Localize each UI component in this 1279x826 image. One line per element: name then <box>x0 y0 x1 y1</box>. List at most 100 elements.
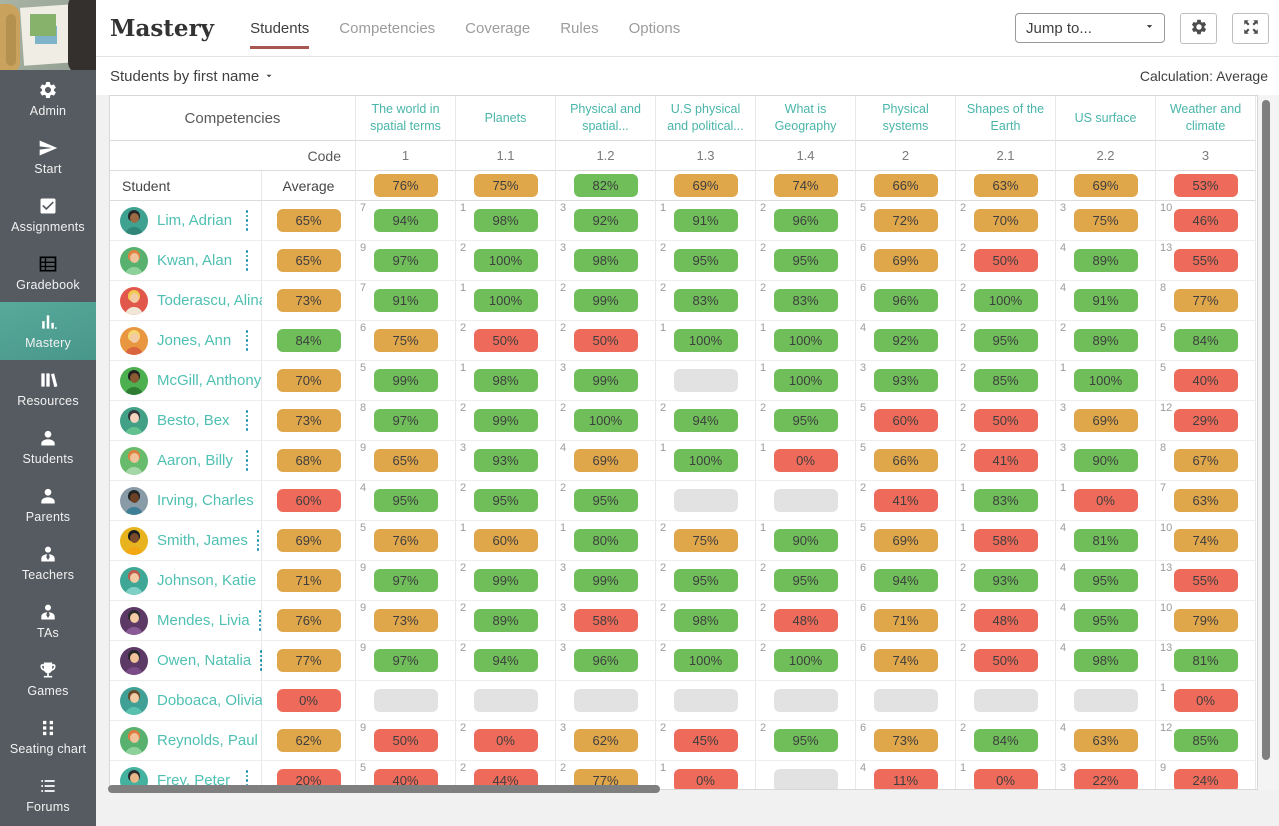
score-badge[interactable]: 75% <box>373 329 438 352</box>
score-badge[interactable] <box>473 689 538 712</box>
sidebar-item-gradebook[interactable]: Gradebook <box>0 244 96 302</box>
score-badge[interactable]: 0% <box>773 449 838 472</box>
sidebar-item-games[interactable]: Games <box>0 650 96 708</box>
score-badge[interactable]: 58% <box>573 609 638 632</box>
score-badge[interactable]: 75% <box>473 174 538 197</box>
tab-rules[interactable]: Rules <box>560 19 599 37</box>
sidebar-item-students[interactable]: Students <box>0 418 96 476</box>
score-badge[interactable]: 74% <box>873 649 938 672</box>
score-badge[interactable]: 0% <box>973 769 1038 789</box>
score-badge[interactable] <box>773 489 838 512</box>
kebab-menu-icon[interactable] <box>245 410 248 431</box>
score-badge[interactable]: 0% <box>1073 489 1138 512</box>
score-badge[interactable]: 70% <box>276 369 341 392</box>
score-badge[interactable]: 100% <box>773 329 838 352</box>
score-badge[interactable]: 82% <box>573 174 638 197</box>
score-badge[interactable]: 71% <box>276 569 341 592</box>
score-badge[interactable]: 91% <box>673 209 738 232</box>
student-name-link[interactable]: Owen, Natalia <box>157 652 252 669</box>
sidebar-item-resources[interactable]: Resources <box>0 360 96 418</box>
score-badge[interactable]: 48% <box>973 609 1038 632</box>
student-name-link[interactable]: Doboaca, Olivia <box>157 692 263 709</box>
fullscreen-button[interactable] <box>1232 12 1269 44</box>
score-badge[interactable]: 99% <box>573 289 638 312</box>
score-badge[interactable]: 44% <box>473 769 538 789</box>
score-badge[interactable]: 70% <box>973 209 1038 232</box>
score-badge[interactable]: 90% <box>1073 449 1138 472</box>
score-badge[interactable]: 45% <box>673 729 738 752</box>
score-badge[interactable]: 100% <box>773 369 838 392</box>
score-badge[interactable]: 100% <box>573 409 638 432</box>
student-name-link[interactable]: Mendes, Livia <box>157 612 250 629</box>
score-badge[interactable]: 91% <box>373 289 438 312</box>
sidebar-item-mastery[interactable]: Mastery <box>0 302 96 360</box>
score-badge[interactable]: 50% <box>473 329 538 352</box>
student-name-link[interactable]: McGill, Anthony <box>157 372 262 389</box>
score-badge[interactable]: 81% <box>1173 649 1238 672</box>
score-badge[interactable]: 100% <box>673 649 738 672</box>
score-badge[interactable]: 96% <box>873 289 938 312</box>
score-badge[interactable]: 98% <box>1073 649 1138 672</box>
score-badge[interactable]: 73% <box>873 729 938 752</box>
kebab-menu-icon[interactable] <box>260 650 263 671</box>
sidebar-item-seating-chart[interactable]: Seating chart <box>0 708 96 766</box>
score-badge[interactable]: 60% <box>873 409 938 432</box>
score-badge[interactable]: 63% <box>973 174 1038 197</box>
score-badge[interactable]: 98% <box>673 609 738 632</box>
score-badge[interactable]: 50% <box>373 729 438 752</box>
score-badge[interactable]: 94% <box>373 209 438 232</box>
sidebar-item-assignments[interactable]: Assignments <box>0 186 96 244</box>
score-badge[interactable]: 98% <box>473 209 538 232</box>
score-badge[interactable]: 92% <box>873 329 938 352</box>
score-badge[interactable]: 69% <box>1073 174 1138 197</box>
score-badge[interactable]: 76% <box>276 609 341 632</box>
score-badge[interactable]: 97% <box>373 569 438 592</box>
student-name-link[interactable]: Kwan, Alan <box>157 252 233 269</box>
score-badge[interactable] <box>673 369 738 392</box>
score-badge[interactable]: 93% <box>473 449 538 472</box>
score-badge[interactable]: 96% <box>773 209 838 232</box>
score-badge[interactable]: 100% <box>473 289 538 312</box>
score-badge[interactable]: 75% <box>673 529 738 552</box>
score-badge[interactable]: 69% <box>1073 409 1138 432</box>
score-badge[interactable]: 100% <box>973 289 1038 312</box>
score-badge[interactable]: 62% <box>573 729 638 752</box>
score-badge[interactable]: 69% <box>276 529 341 552</box>
score-badge[interactable]: 66% <box>873 449 938 472</box>
kebab-menu-icon[interactable] <box>245 330 248 351</box>
tab-coverage[interactable]: Coverage <box>465 19 531 37</box>
score-badge[interactable]: 20% <box>276 769 341 789</box>
score-badge[interactable]: 63% <box>1073 729 1138 752</box>
score-badge[interactable]: 60% <box>473 529 538 552</box>
score-badge[interactable]: 95% <box>973 329 1038 352</box>
score-badge[interactable]: 41% <box>973 449 1038 472</box>
score-badge[interactable] <box>673 489 738 512</box>
score-badge[interactable]: 100% <box>773 649 838 672</box>
score-badge[interactable]: 97% <box>373 649 438 672</box>
score-badge[interactable]: 63% <box>1173 489 1238 512</box>
score-badge[interactable] <box>573 689 638 712</box>
score-badge[interactable]: 66% <box>873 174 938 197</box>
kebab-menu-icon[interactable] <box>245 210 248 231</box>
score-badge[interactable]: 100% <box>473 249 538 272</box>
score-badge[interactable]: 95% <box>773 729 838 752</box>
score-badge[interactable]: 76% <box>373 174 438 197</box>
score-badge[interactable]: 80% <box>573 529 638 552</box>
score-badge[interactable]: 77% <box>1173 289 1238 312</box>
kebab-menu-icon[interactable] <box>245 250 248 271</box>
score-badge[interactable]: 0% <box>673 769 738 789</box>
score-badge[interactable]: 22% <box>1073 769 1138 789</box>
score-badge[interactable]: 97% <box>373 249 438 272</box>
score-badge[interactable]: 95% <box>1073 569 1138 592</box>
score-badge[interactable]: 85% <box>973 369 1038 392</box>
sidebar-item-start[interactable]: Start <box>0 128 96 186</box>
sidebar-item-tas[interactable]: TAs <box>0 592 96 650</box>
score-badge[interactable]: 65% <box>373 449 438 472</box>
score-badge[interactable]: 94% <box>473 649 538 672</box>
score-badge[interactable]: 77% <box>573 769 638 789</box>
score-badge[interactable]: 89% <box>1073 249 1138 272</box>
score-badge[interactable]: 75% <box>1073 209 1138 232</box>
score-badge[interactable]: 95% <box>573 489 638 512</box>
score-badge[interactable]: 65% <box>276 209 341 232</box>
student-name-link[interactable]: Frey, Peter <box>157 772 231 789</box>
